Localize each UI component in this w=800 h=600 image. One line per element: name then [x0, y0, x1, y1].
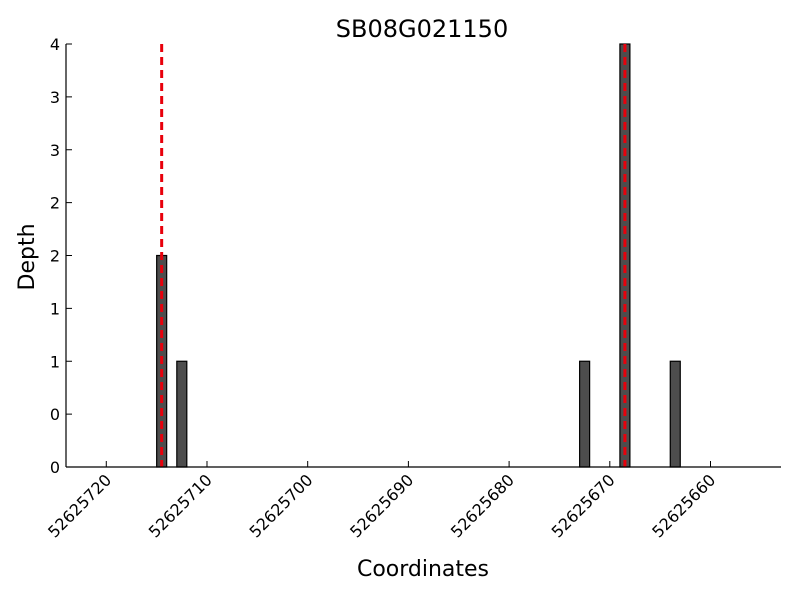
y-tick-label-8: 4 — [50, 35, 60, 54]
y-axis-label: Depth — [15, 223, 40, 290]
y-tick-label-2: 1 — [50, 352, 60, 371]
markers-group — [160, 44, 627, 467]
y-tick-label-0: 0 — [50, 458, 60, 477]
bar-1 — [176, 360, 188, 468]
y-tick-label-3: 1 — [50, 299, 60, 318]
x-tick-label-2: 52625700 — [245, 470, 316, 541]
y-ticks-group: 0 0 1 1 2 2 3 3 4 — [50, 35, 72, 477]
y-tick-label-6: 3 — [50, 141, 60, 160]
x-tick-label-4: 52625680 — [447, 470, 518, 541]
bar-4 — [669, 360, 681, 468]
bar-2 — [579, 360, 591, 468]
x-axis-label: Coordinates — [357, 557, 489, 582]
x-tick-label-5: 52625670 — [548, 470, 619, 541]
y-tick-label-4: 2 — [50, 247, 60, 266]
plot-area: 0 0 1 1 2 2 3 3 4 52625720 52625710 52625700 526256… — [44, 35, 781, 541]
bars-group — [156, 43, 681, 468]
x-tick-label-1: 52625710 — [145, 470, 216, 541]
x-tick-label-0: 52625720 — [44, 470, 115, 541]
y-tick-label-1: 0 — [50, 405, 60, 424]
y-tick-label-7: 3 — [50, 88, 60, 107]
x-tick-label-6: 52625660 — [648, 470, 719, 541]
x-tick-label-3: 52625690 — [346, 470, 417, 541]
chart-title: SB08G021150 — [336, 15, 508, 43]
x-ticks-group: 52625720 52625710 52625700 52625690 52625680… — [44, 461, 719, 541]
y-tick-label-5: 2 — [50, 194, 60, 213]
